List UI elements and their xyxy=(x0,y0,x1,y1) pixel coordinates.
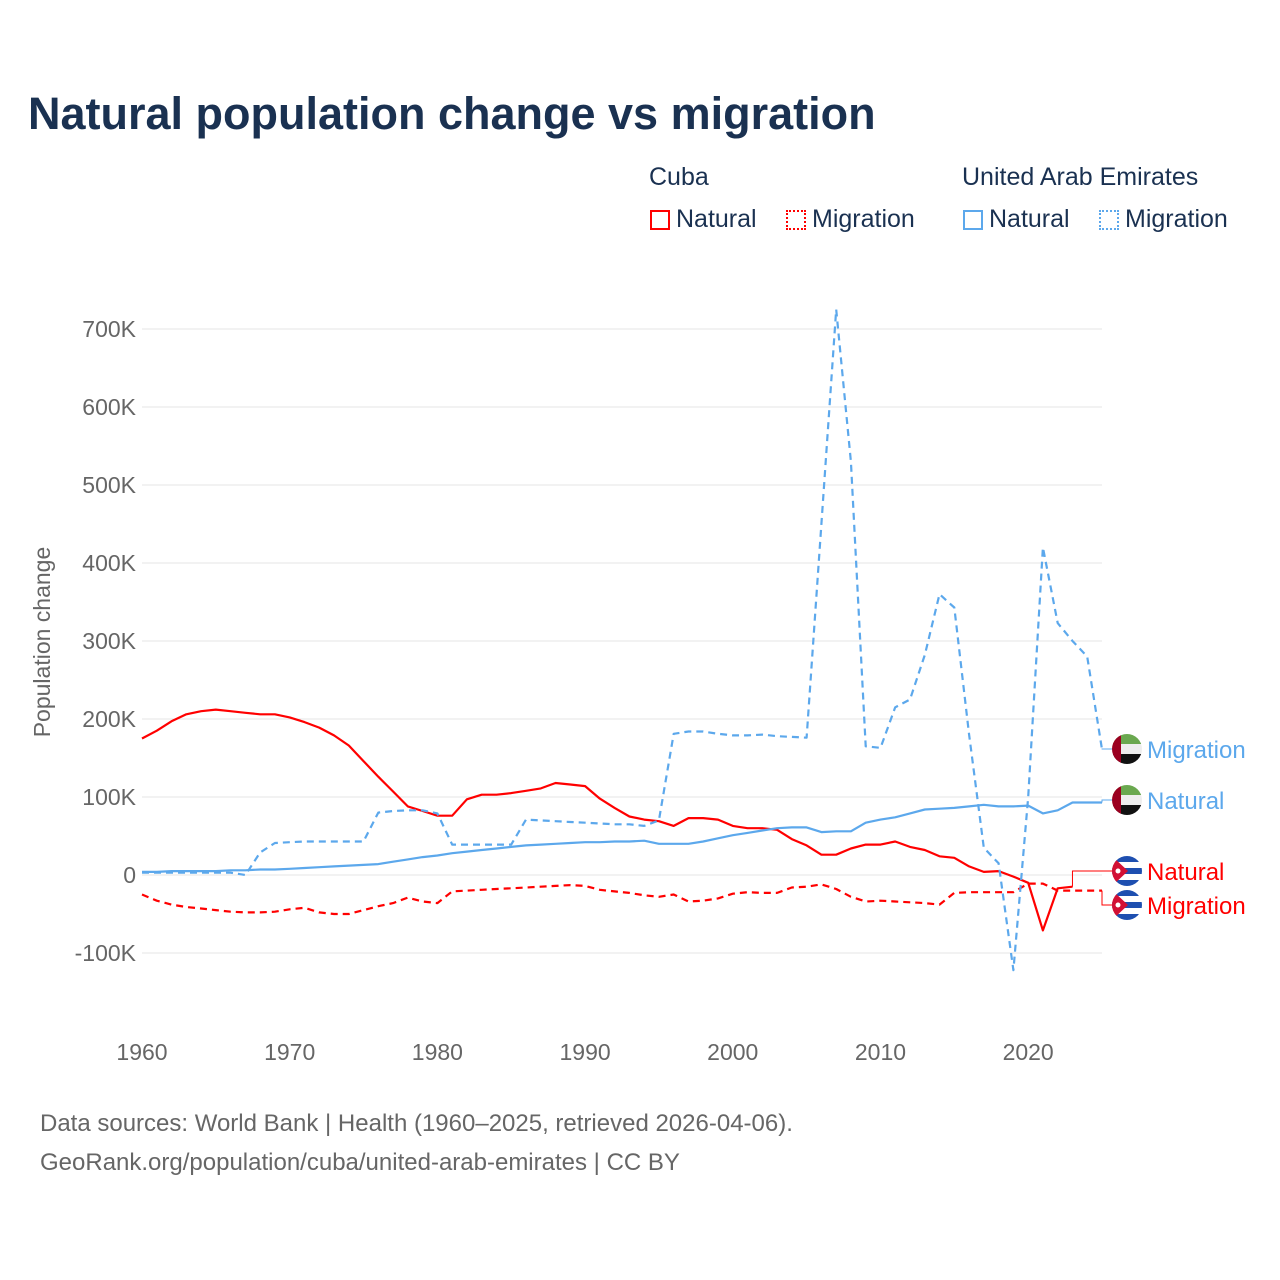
y-tick-label: 700K xyxy=(82,316,136,342)
end-label-uae: Migration xyxy=(1147,737,1246,764)
label-leader xyxy=(1101,890,1112,906)
x-tick-label: 2010 xyxy=(855,1039,906,1065)
legend-group-uae: United Arab Emirates xyxy=(962,163,1199,191)
x-tick-label: 2000 xyxy=(707,1039,758,1065)
legend-label: Migration xyxy=(1125,205,1228,233)
footer-link[interactable]: GeoRank.org/population/cuba/united-arab-… xyxy=(40,1149,680,1176)
series-line-uae-migration xyxy=(142,308,1104,972)
uae-flag-icon xyxy=(1112,785,1142,815)
series-line-cuba-migration xyxy=(141,882,1102,916)
y-tick-label: 100K xyxy=(82,784,136,810)
legend-swatch xyxy=(650,209,670,230)
y-tick-label: 300K xyxy=(82,628,136,654)
legend-swatch xyxy=(1099,209,1119,230)
y-axis-label: Population change xyxy=(29,547,55,738)
label-leader xyxy=(1101,799,1112,803)
y-tick-label: 600K xyxy=(82,394,136,420)
x-tick-label: 1980 xyxy=(412,1039,463,1065)
legend-swatch xyxy=(786,209,806,230)
chart-title: Natural population change vs migration xyxy=(28,88,876,139)
series-line-cuba-natural xyxy=(141,708,1073,932)
legend-uae-natural[interactable]: Natural xyxy=(963,205,1070,234)
end-label-cuba: Natural xyxy=(1147,859,1224,886)
legend-swatch xyxy=(963,209,983,230)
y-tick-label: 200K xyxy=(82,706,136,732)
legend-label: Migration xyxy=(812,205,915,233)
x-tick-label: 1960 xyxy=(116,1039,167,1065)
cuba-flag-icon xyxy=(1112,890,1142,920)
legend-uae-migration[interactable]: Migration xyxy=(1099,205,1228,234)
end-label-uae: Natural xyxy=(1147,788,1224,815)
y-tick-label: 400K xyxy=(82,550,136,576)
cuba-flag-icon xyxy=(1112,856,1142,886)
legend-cuba-natural[interactable]: Natural xyxy=(650,205,757,234)
legend-cuba-migration[interactable]: Migration xyxy=(786,205,915,234)
label-leader xyxy=(1071,870,1112,887)
x-tick-label: 1970 xyxy=(264,1039,315,1065)
legend-group-cuba: Cuba xyxy=(649,163,709,191)
legend-label: Natural xyxy=(989,205,1070,233)
y-tick-label: -100K xyxy=(75,940,137,966)
uae-flag-icon xyxy=(1112,734,1142,764)
y-tick-label: 500K xyxy=(82,472,136,498)
legend-label: Natural xyxy=(676,205,757,233)
series-line-uae-natural xyxy=(142,801,1102,874)
end-label-cuba: Migration xyxy=(1147,893,1246,920)
footer-sources: Data sources: World Bank | Health (1960–… xyxy=(40,1110,793,1137)
x-tick-label: 1990 xyxy=(559,1039,610,1065)
y-tick-label: 0 xyxy=(123,862,136,888)
x-tick-label: 2020 xyxy=(1003,1039,1054,1065)
